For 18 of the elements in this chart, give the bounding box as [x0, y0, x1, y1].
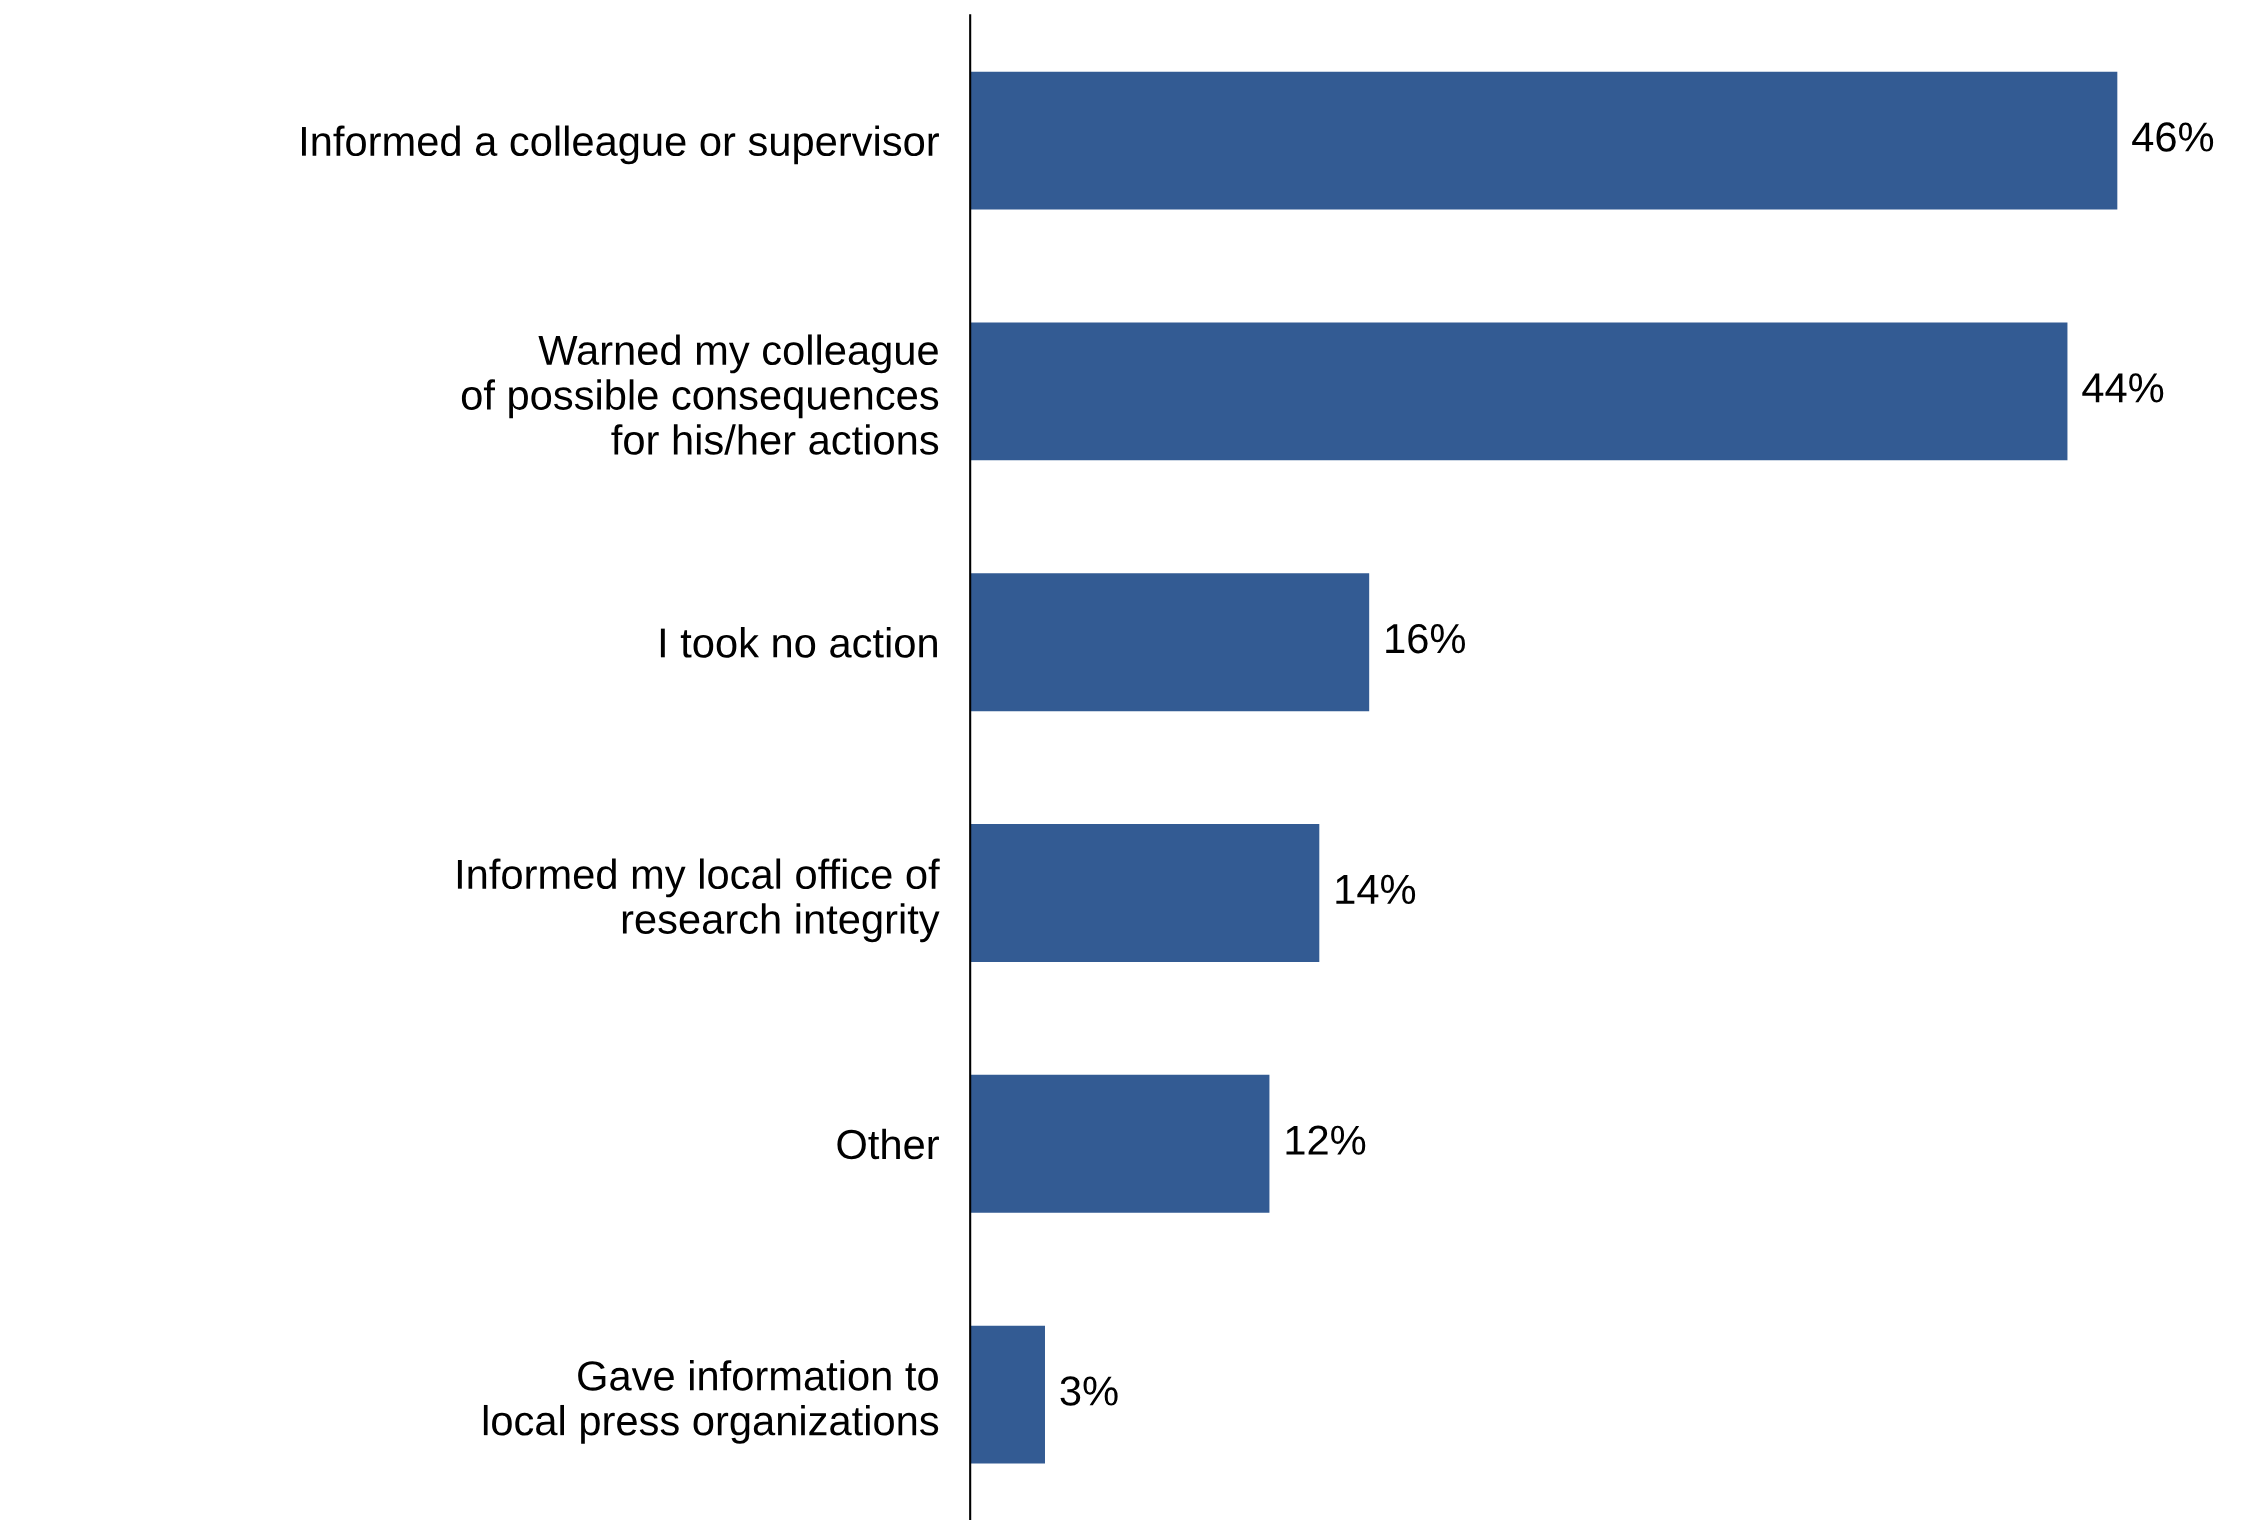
bar [970, 1074, 1270, 1213]
bar [970, 71, 2118, 210]
data-label: 44% [2082, 373, 2164, 403]
data-label: 3% [1060, 1376, 1118, 1406]
y-tick-label: Informed my local office of research integrity [457, 858, 940, 943]
data-label: 12% [1286, 1125, 1366, 1155]
data-label: 14% [1336, 874, 1416, 905]
data-label: 46% [2132, 122, 2214, 152]
y-tick-label: Other [837, 1128, 939, 1160]
y-tick-label: Informed a colleague or supervisor [301, 125, 939, 165]
data-label: 16% [1386, 623, 1465, 654]
y-tick-label: I took no action [660, 627, 937, 658]
y-tick-label: Gave information to local press organizations [483, 1360, 939, 1444]
y-tick-label: Warned my colleague of possible consequences for his/her actions [461, 334, 939, 455]
bar [970, 824, 1320, 962]
bar [970, 1325, 1045, 1464]
bar [970, 573, 1370, 712]
bar [970, 322, 2068, 461]
